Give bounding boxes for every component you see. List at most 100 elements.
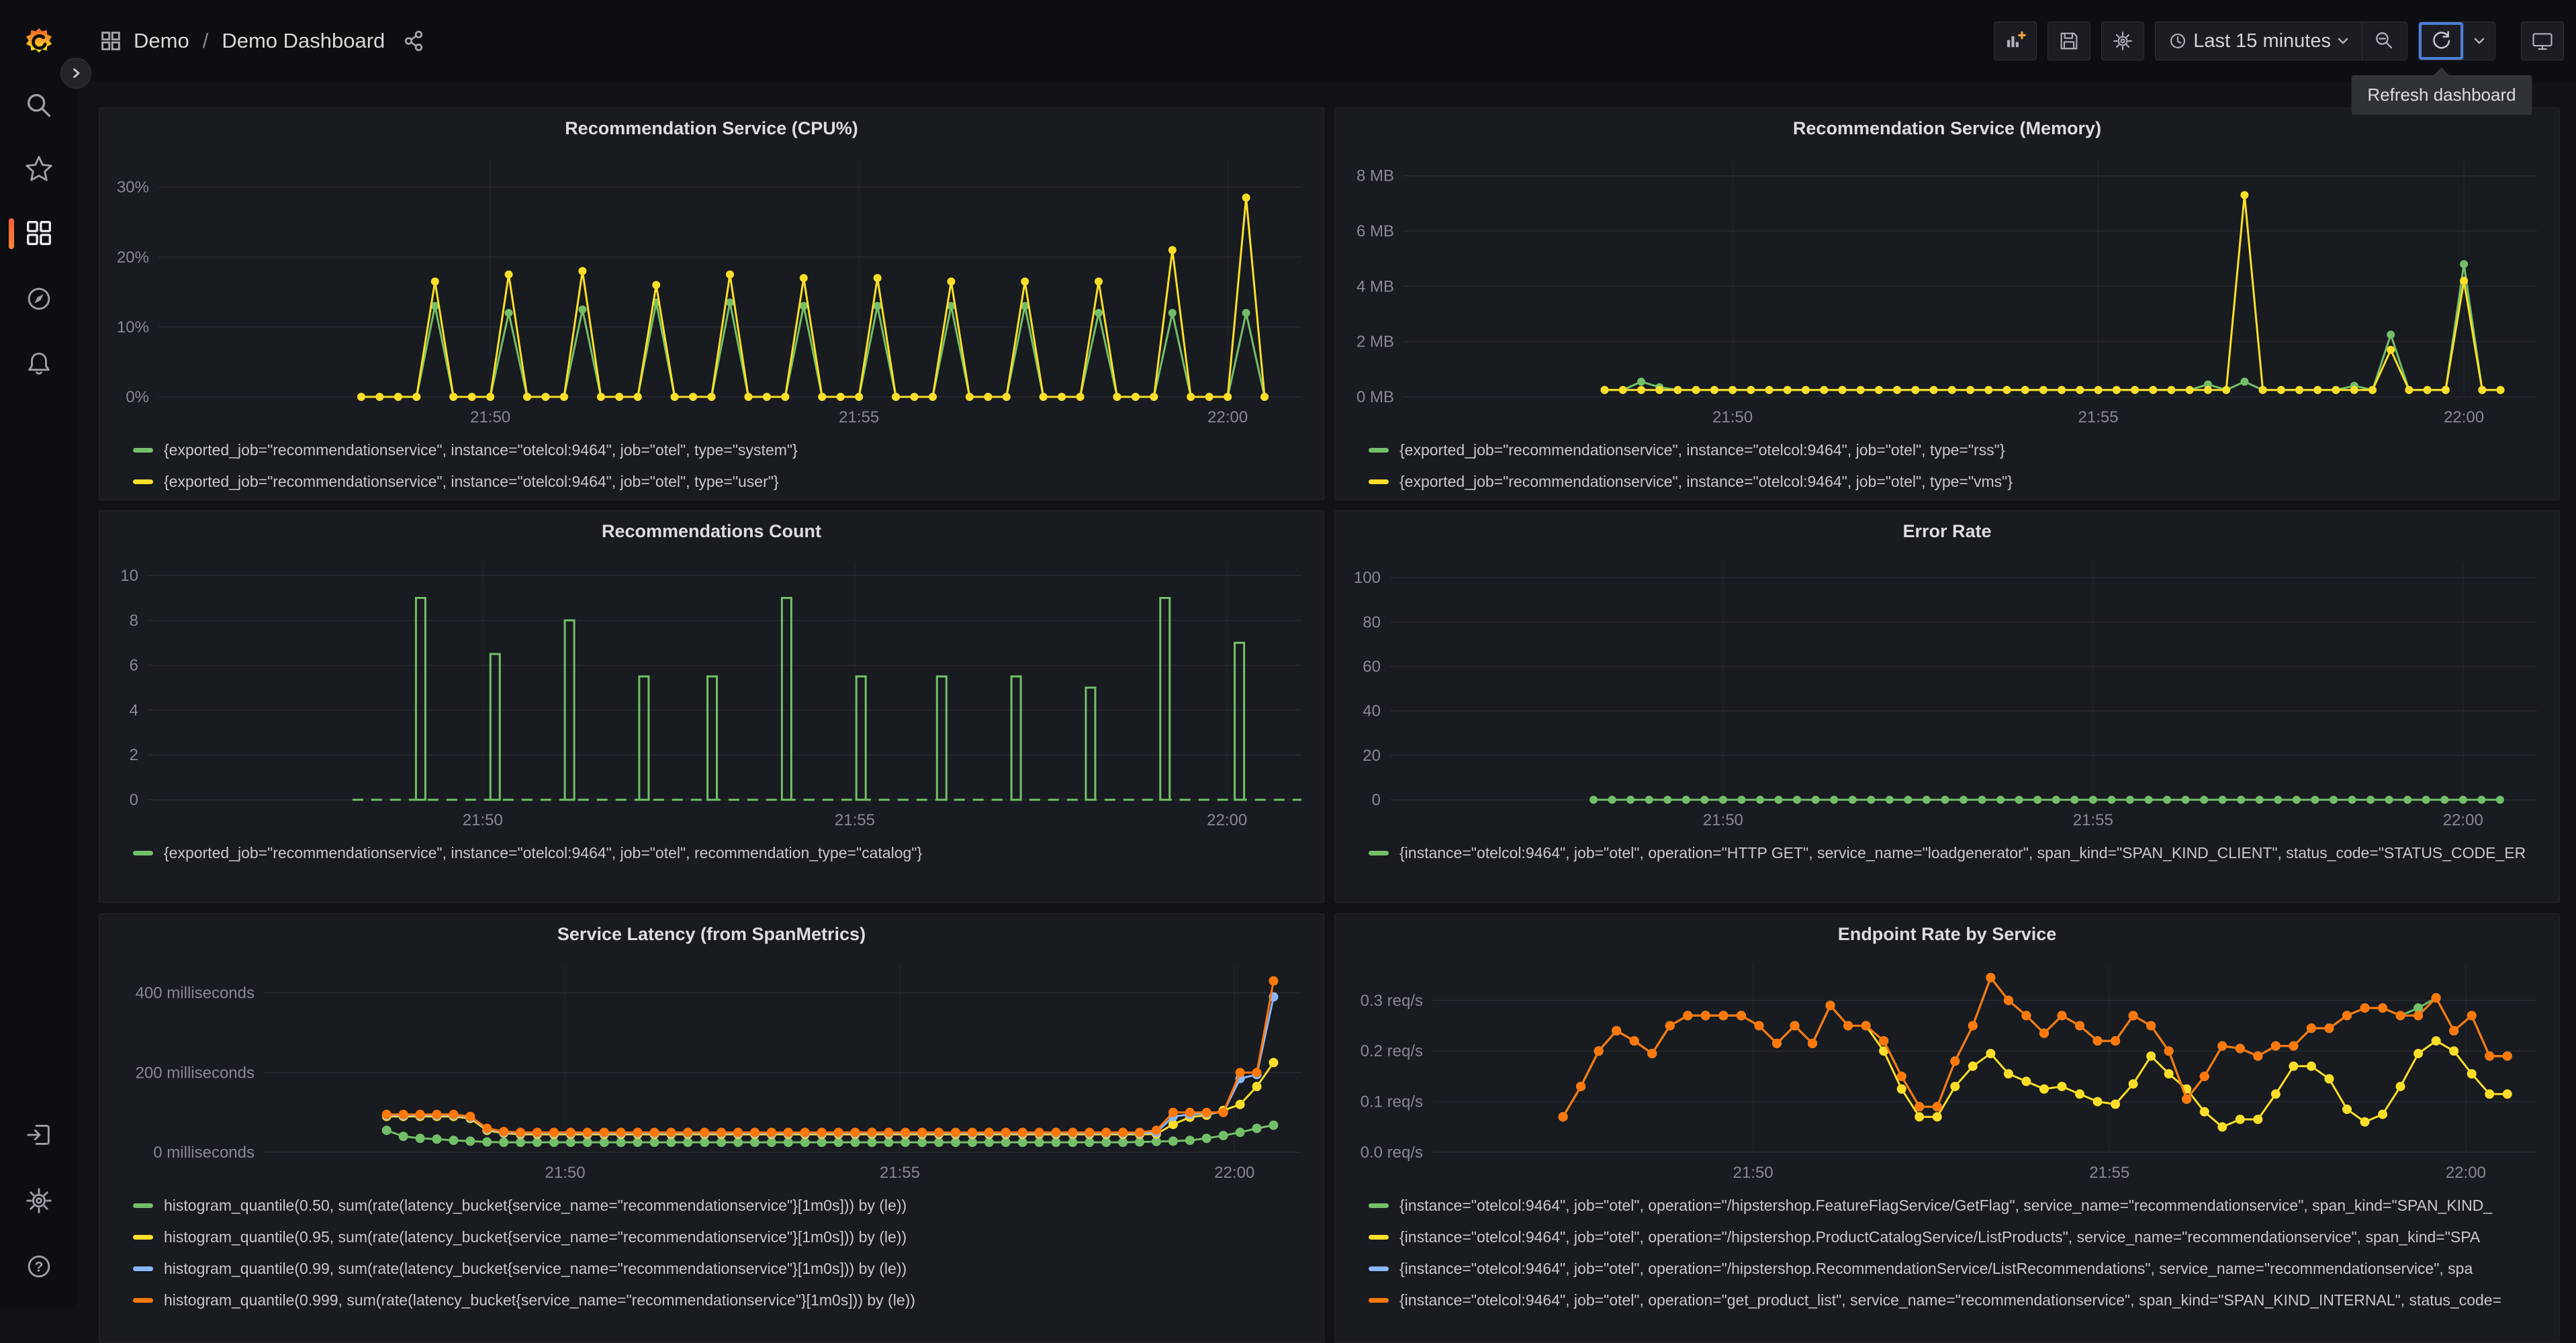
legend-item[interactable]: histogram_quantile(0.50, sum(rate(latenc… (133, 1190, 1317, 1221)
panel-legend: {instance="otelcol:9464", job="otel", op… (1335, 833, 2559, 869)
sidebar-item-sign-in[interactable] (0, 1105, 77, 1164)
legend-label[interactable]: histogram_quantile(0.95, sum(rate(latenc… (164, 1228, 907, 1246)
legend-item[interactable]: histogram_quantile(0.95, sum(rate(latenc… (133, 1221, 1317, 1253)
legend-label[interactable]: {exported_job="recommendationservice", i… (1399, 473, 2013, 490)
legend-label[interactable]: {exported_job="recommendationservice", i… (1399, 441, 2005, 459)
x-axis-tick-label: 21:55 (2073, 811, 2113, 829)
sidebar-item-dashboards[interactable] (0, 203, 77, 263)
panel-recommendation-memory: Recommendation Service (Memory) 0 MB 2 MB… (1334, 107, 2560, 500)
y-axis-tick-label: 20 (1363, 747, 1381, 765)
breadcrumb: Demo / Demo Dashboard (99, 29, 425, 53)
zoom-out-time-button[interactable] (2362, 22, 2407, 60)
legend-label[interactable]: {instance="otelcol:9464", job="otel", op… (1399, 1260, 2473, 1277)
legend-item[interactable]: {instance="otelcol:9464", job="otel", op… (1369, 1190, 2552, 1221)
refresh-interval-dropdown[interactable] (2464, 22, 2495, 60)
y-axis-tick-label: 0 milliseconds (153, 1144, 255, 1162)
legend-label[interactable]: {instance="otelcol:9464", job="otel", op… (1399, 1197, 2493, 1214)
legend-item[interactable]: {exported_job="recommendationservice", i… (133, 837, 1317, 869)
series-line (1600, 260, 2505, 394)
active-indicator (9, 218, 14, 249)
x-axis-tick-label: 21:55 (2078, 408, 2119, 426)
time-range-picker[interactable]: Last 15 minutes (2156, 22, 2362, 60)
panel-title[interactable]: Recommendations Count (601, 520, 822, 541)
x-axis-tick-label: 22:00 (2443, 811, 2483, 829)
grafana-logo[interactable] (0, 12, 77, 71)
legend-label[interactable]: {instance="otelcol:9464", job="otel", op… (1399, 1291, 2502, 1309)
legend-item[interactable]: histogram_quantile(0.99, sum(rate(latenc… (133, 1253, 1317, 1285)
panel-title[interactable]: Recommendation Service (CPU%) (565, 118, 858, 138)
sidebar-item-starred[interactable] (0, 140, 77, 199)
y-axis-tick-label: 10 (120, 567, 138, 585)
sidebar-expand-button[interactable] (60, 58, 91, 89)
chart-canvas[interactable]: 0 milliseconds 200 milliseconds 400 millis… (106, 954, 1318, 1186)
help-icon: ? (28, 1255, 50, 1278)
legend-item[interactable]: {instance="otelcol:9464", job="otel", op… (1369, 1285, 2552, 1316)
legend-item[interactable]: {instance="otelcol:9464", job="otel", op… (1369, 837, 2552, 869)
x-axis-tick-label: 21:55 (835, 811, 875, 829)
x-axis-tick-label: 21:50 (470, 408, 510, 426)
series-line (381, 1120, 1279, 1148)
breadcrumb-section[interactable]: Demo (134, 29, 189, 52)
sidebar: ? (0, 0, 77, 1308)
compass-icon (28, 287, 50, 310)
sidebar-item-settings[interactable] (0, 1171, 77, 1230)
chart-canvas[interactable]: 0 20 40 60 80 100 21:50 21:55 22:00 (1342, 551, 2554, 833)
x-axis-tick-label: 22:00 (2444, 408, 2484, 426)
legend-swatch (1369, 1266, 1389, 1271)
series-line (1558, 972, 2512, 1122)
chart-canvas[interactable]: 0% 10% 20% 30% 21:50 21:55 22:00 (106, 148, 1318, 430)
sidebar-item-explore[interactable] (0, 269, 77, 328)
legend-label[interactable]: {exported_job="recommendationservice", i… (164, 473, 779, 490)
panel-error-rate: Error Rate 0 20 40 60 80 100 21:50 21:55 22:00 {… (1334, 510, 2560, 903)
legend-label[interactable]: {exported_job="recommendationservice", i… (164, 441, 798, 459)
panel-title[interactable]: Service Latency (from SpanMetrics) (557, 923, 866, 944)
legend-swatch (133, 1298, 153, 1303)
y-axis-tick-label: 4 MB (1356, 277, 1394, 295)
panel-recommendation-cpu: Recommendation Service (CPU%) 0% 10% 20% 30… (99, 107, 1324, 500)
add-panel-icon (2007, 31, 2027, 48)
share-dashboard-button[interactable] (402, 30, 425, 52)
sidebar-item-alerting[interactable] (0, 335, 77, 394)
panel-title[interactable]: Recommendation Service (Memory) (1792, 118, 2102, 138)
legend-label[interactable]: {instance="otelcol:9464", job="otel", op… (1399, 1228, 2481, 1246)
refresh-dashboard-button[interactable] (2419, 22, 2463, 60)
legend-swatch (1369, 1298, 1389, 1303)
y-axis-tick-label: 0.0 req/s (1361, 1144, 1423, 1162)
legend-item[interactable]: {instance="otelcol:9464", job="otel", op… (1369, 1253, 2552, 1285)
legend-swatch (133, 1203, 153, 1208)
save-dashboard-button[interactable] (2048, 21, 2091, 60)
chart-canvas[interactable]: 0.0 req/s 0.1 req/s 0.2 req/s 0.3 req/s 21:5… (1342, 954, 2554, 1186)
legend-item[interactable]: {exported_job="recommendationservice", i… (133, 434, 1317, 466)
legend-label[interactable]: {exported_job="recommendationservice", i… (164, 844, 923, 862)
refresh-tooltip: Refresh dashboard (2351, 75, 2532, 115)
legend-item[interactable]: {exported_job="recommendationservice", i… (1369, 434, 2552, 466)
series-line (357, 298, 1269, 401)
panel-title[interactable]: Endpoint Rate by Service (1837, 923, 2057, 944)
breadcrumb-page[interactable]: Demo Dashboard (222, 29, 385, 52)
legend-item[interactable]: {exported_job="recommendationservice", i… (1369, 466, 2552, 498)
series-bars (352, 596, 1301, 801)
add-panel-button[interactable] (1994, 21, 2037, 60)
y-axis-tick-label: 0 MB (1356, 388, 1394, 406)
dashboard-settings-button[interactable] (2101, 21, 2145, 60)
grafana-logo-icon (26, 28, 52, 53)
legend-label[interactable]: histogram_quantile(0.99, sum(rate(latenc… (164, 1260, 907, 1277)
legend-item[interactable]: {exported_job="recommendationservice", i… (133, 466, 1317, 498)
sidebar-item-help[interactable]: ? (0, 1237, 77, 1296)
legend-label[interactable]: histogram_quantile(0.999, sum(rate(laten… (164, 1291, 915, 1309)
legend-item[interactable]: {instance="otelcol:9464", job="otel", op… (1369, 1221, 2552, 1253)
series-line (1590, 796, 2504, 804)
panel-title[interactable]: Error Rate (1902, 520, 1992, 541)
chart-canvas[interactable]: 0 MB 2 MB 4 MB 6 MB 8 MB 21:50 21:55 22:00 (1342, 148, 2554, 430)
panel-legend: {exported_job="recommendationservice", i… (99, 833, 1324, 869)
legend-label[interactable]: histogram_quantile(0.50, sum(rate(latenc… (164, 1197, 907, 1214)
y-axis-tick-label: 200 milliseconds (136, 1064, 255, 1082)
legend-swatch (1369, 479, 1389, 484)
legend-label[interactable]: {instance="otelcol:9464", job="otel", op… (1399, 844, 2526, 862)
series-line (381, 992, 1279, 1138)
save-icon (2060, 32, 2078, 50)
legend-item[interactable]: histogram_quantile(0.999, sum(rate(laten… (133, 1285, 1317, 1316)
cycle-view-mode-button[interactable] (2521, 21, 2564, 60)
sidebar-item-search[interactable] (0, 76, 77, 135)
chart-canvas[interactable]: 0 2 4 6 8 10 21:50 21:55 22:00 (106, 551, 1318, 833)
